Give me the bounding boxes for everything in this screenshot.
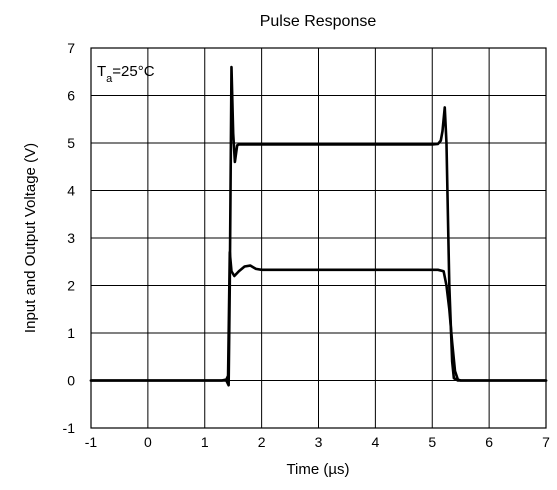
tick-labels: -1 0 1 2 3 4 5 6 7 -1 0 1 2 3 4 5 6 7: [63, 40, 551, 450]
x-tick-label: 3: [315, 434, 323, 450]
y-tick-label: 5: [67, 135, 75, 151]
y-axis-title: Input and Output Voltage (V): [22, 143, 39, 333]
grid: [90, 47, 547, 429]
x-axis-title: Time (µs): [286, 461, 349, 478]
chart-title: Pulse Response: [260, 13, 377, 30]
x-tick-label: 6: [485, 434, 493, 450]
series-group: [89, 65, 548, 387]
x-tick-label: 2: [258, 434, 266, 450]
x-tick-label: 0: [144, 434, 152, 450]
x-tick-label: 5: [428, 434, 436, 450]
y-tick-label: 3: [67, 230, 75, 246]
y-tick-label: 1: [67, 325, 75, 341]
x-tick-label: -1: [85, 434, 98, 450]
plot-frame: [90, 47, 547, 429]
x-tick-label: 4: [371, 434, 379, 450]
y-tick-label: 7: [67, 40, 75, 56]
output-voltage-line: [89, 250, 548, 382]
y-tick-label: 6: [67, 88, 75, 104]
temperature-annotation: Ta=25°C: [97, 63, 155, 85]
y-tick-label: 0: [67, 373, 75, 389]
y-tick-label: 4: [67, 183, 75, 199]
y-tick-label: 2: [67, 278, 75, 294]
x-tick-label: 7: [542, 434, 550, 450]
x-tick-label: 1: [201, 434, 209, 450]
y-tick-label: -1: [63, 420, 76, 436]
